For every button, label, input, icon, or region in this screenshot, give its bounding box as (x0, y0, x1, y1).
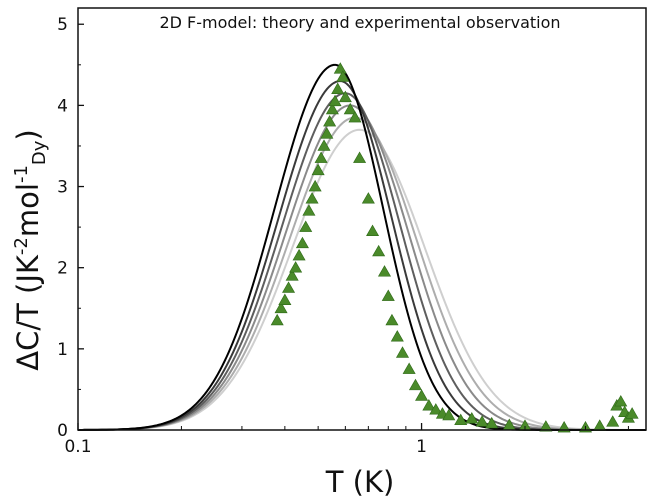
y-tick-label: 4 (57, 96, 68, 116)
data-point (366, 224, 380, 236)
data-point (308, 179, 322, 192)
y-axis-title-sup2: -1 (11, 165, 32, 183)
theory-curves (77, 63, 647, 431)
data-point (282, 281, 296, 293)
data-point (314, 151, 328, 163)
y-axis-title-sup1: -2 (11, 237, 32, 255)
y-tick-label: 3 (57, 178, 68, 198)
data-point (320, 127, 334, 139)
y-axis-title-end: ) (11, 129, 45, 140)
data-point (333, 62, 347, 74)
data-point (292, 248, 306, 261)
plot-frame (77, 7, 647, 431)
data-point (485, 416, 499, 429)
y-axis-title-mid: mol (11, 183, 45, 237)
data-point (402, 362, 416, 374)
data-point (323, 115, 337, 127)
data-point (336, 70, 350, 82)
data-point (270, 313, 284, 326)
data-point (295, 236, 309, 249)
data-point (377, 265, 392, 277)
y-tick-label: 2 (57, 259, 68, 279)
data-point (289, 261, 303, 273)
data-point (325, 102, 339, 115)
data-point (348, 110, 362, 123)
data-point (539, 420, 553, 432)
y-tick-label: 1 (57, 340, 68, 360)
data-point (361, 192, 375, 204)
data-point (465, 412, 479, 424)
data-point (311, 163, 325, 176)
data-point (625, 407, 639, 419)
data-point (408, 378, 422, 391)
data-point (390, 330, 404, 342)
data-point (372, 244, 386, 257)
x-axis-title: T (K) (325, 465, 395, 499)
data-point (442, 408, 456, 421)
data-point (343, 102, 357, 115)
data-point (614, 394, 628, 407)
data-point (606, 415, 620, 427)
data-point (305, 192, 319, 204)
y-axis-title-main: ΔC/T (JK (11, 254, 45, 371)
experimental-points (270, 62, 639, 433)
data-point (317, 139, 331, 151)
data-point (381, 289, 395, 301)
data-point (385, 313, 399, 326)
data-point (328, 94, 342, 107)
data-point (285, 269, 299, 281)
data-point (454, 413, 468, 426)
axis-ticks: 0 1 2 3 4 5 0.1 1 (57, 15, 629, 457)
x-tick-label: 1 (416, 437, 427, 457)
data-point (274, 301, 288, 314)
data-point (331, 82, 345, 94)
data-point (415, 389, 429, 401)
data-point (475, 415, 489, 427)
y-tick-label: 5 (57, 15, 68, 35)
x-tick-label: 0.1 (64, 437, 91, 457)
chart-title: 2D F-model: theory and experimental obse… (159, 13, 560, 32)
data-point (278, 293, 292, 305)
data-point (353, 151, 367, 163)
data-point (429, 403, 443, 415)
data-point (299, 220, 313, 232)
data-point (302, 204, 316, 216)
y-axis-title-sub: Dy (29, 140, 50, 165)
data-point (338, 90, 352, 103)
y-axis-title: ΔC/T (JK-2mol-1Dy) (11, 129, 50, 371)
data-point (422, 399, 436, 411)
y-tick-label: 0 (57, 421, 68, 441)
data-point (395, 346, 410, 358)
